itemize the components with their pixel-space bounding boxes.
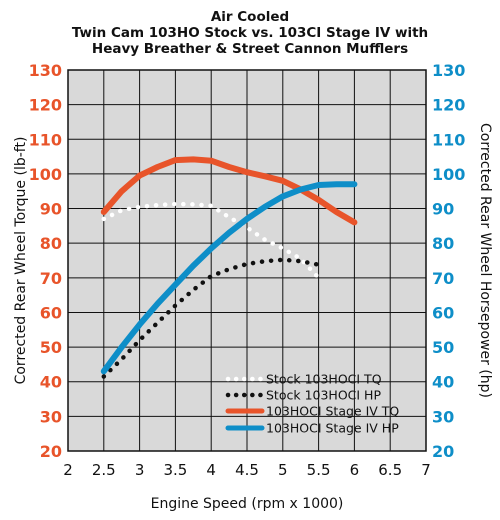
y-tick-right: 100	[432, 165, 465, 184]
legend-label-3: 103HOCI Stage IV TQ	[266, 404, 399, 419]
y-tick-left: 30	[40, 407, 62, 426]
y-tick-right: 90	[432, 200, 454, 219]
series-line-3	[100, 156, 358, 226]
series-line-4	[100, 181, 358, 375]
x-tick: 3.5	[163, 461, 187, 479]
chart-title-line: Air Cooled	[211, 9, 289, 25]
y-tick-right: 60	[432, 303, 454, 322]
x-tick: 5.5	[307, 461, 331, 479]
x-axis-ticks: 2 2.5 3 3.5 4 4.5 5 5.5 6 6.5 7	[63, 461, 431, 479]
y-tick-right: 40	[432, 373, 454, 392]
y-tick-left: 70	[40, 269, 62, 288]
y-tick-right: 120	[432, 96, 465, 115]
y-tick-left: 130	[29, 61, 62, 80]
x-tick: 5	[278, 461, 288, 479]
left-axis-ticks: 130 120 110 100 90 80 70 60 50 40 30 20	[29, 61, 62, 461]
y-tick-left: 100	[29, 165, 62, 184]
legend-label-4: 103HOCI Stage IV HP	[266, 421, 399, 436]
x-tick: 4	[206, 461, 216, 479]
plot-frame	[67, 69, 427, 452]
y-tick-left: 60	[40, 303, 62, 322]
chart-title-line: Heavy Breather & Street Cannon Mufflers	[92, 41, 408, 57]
x-tick: 3	[135, 461, 145, 479]
x-tick: 2	[63, 461, 73, 479]
series-line-1	[101, 201, 321, 281]
y-tick-right: 80	[432, 234, 454, 253]
y-tick-left: 40	[40, 373, 62, 392]
x-tick: 7	[421, 461, 431, 479]
x-tick: 6.5	[378, 461, 402, 479]
series-line-2	[101, 257, 321, 379]
y-tick-left: 80	[40, 234, 62, 253]
y-tick-right: 110	[432, 130, 465, 149]
x-axis-label: Engine Speed (rpm x 1000)	[151, 496, 344, 512]
legend-label-2: Stock 103HOCI HP	[266, 388, 381, 403]
chart-title-line: Twin Cam 103HO Stock vs. 103CI Stage IV …	[72, 25, 428, 41]
y-tick-right: 20	[432, 442, 454, 461]
y-tick-left: 90	[40, 200, 62, 219]
right-axis-ticks: 130 120 110 100 90 80 70 60 50 40 30 20	[432, 61, 465, 461]
y-tick-right: 130	[432, 61, 465, 80]
x-tick: 4.5	[235, 461, 259, 479]
y-axis-label-right: Corrected Rear Wheel Horsepower (hp)	[477, 123, 493, 398]
y-tick-left: 50	[40, 338, 62, 357]
y-tick-left: 120	[29, 96, 62, 115]
y-tick-right: 50	[432, 338, 454, 357]
y-tick-left: 110	[29, 130, 62, 149]
y-tick-left: 20	[40, 442, 62, 461]
legend-label-1: Stock 103HOCI TQ	[266, 372, 382, 387]
y-axis-label-left: Corrected Rear Wheel Torque (lb-ft)	[13, 137, 29, 385]
x-tick: 6	[350, 461, 360, 479]
x-tick: 2.5	[92, 461, 116, 479]
y-tick-right: 70	[432, 269, 454, 288]
y-tick-right: 30	[432, 407, 454, 426]
series-lines	[100, 156, 358, 379]
